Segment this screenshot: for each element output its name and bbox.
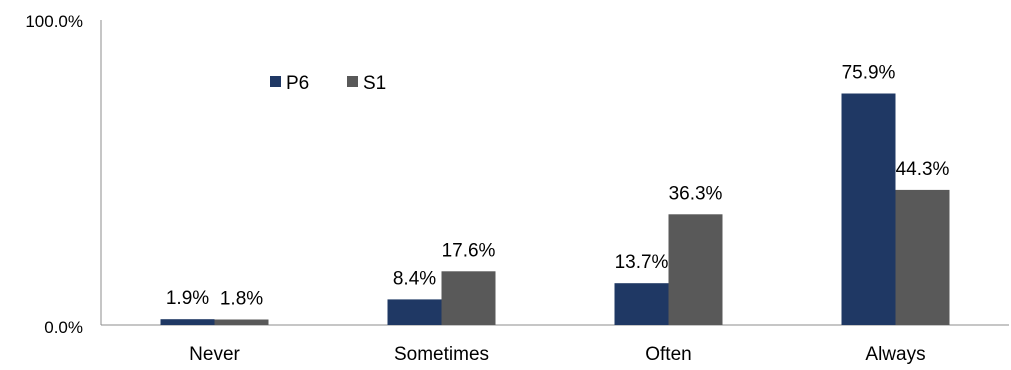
bar-s1-often xyxy=(668,214,723,325)
category-label-never: Never xyxy=(189,344,240,365)
data-label-p6-often: 13.7% xyxy=(615,252,669,273)
data-label-s1-never: 1.8% xyxy=(220,289,263,310)
legend-swatch-s1 xyxy=(347,76,358,87)
bar-s1-always xyxy=(895,189,950,325)
data-label-s1-sometimes: 17.6% xyxy=(442,240,496,261)
legend: P6 S1 xyxy=(270,73,386,94)
data-label-p6-never: 1.9% xyxy=(166,288,209,309)
category-label-sometimes: Sometimes xyxy=(394,344,489,365)
legend-label-s1: S1 xyxy=(363,73,386,94)
category-label-often: Often xyxy=(645,344,691,365)
bar-p6-sometimes xyxy=(387,299,442,325)
data-label-p6-sometimes: 8.4% xyxy=(393,268,436,289)
bar-p6-never xyxy=(160,319,215,325)
bar-series-group xyxy=(160,93,950,325)
bar-p6-always xyxy=(841,93,896,325)
data-label-p6-always: 75.9% xyxy=(842,63,896,84)
category-label-always: Always xyxy=(865,344,925,365)
bar-p6-often xyxy=(614,283,669,325)
bar-s1-sometimes xyxy=(441,271,496,325)
bar-s1-never xyxy=(214,319,269,325)
legend-swatch-p6 xyxy=(270,76,281,87)
y-tick-label-max: 100.0% xyxy=(25,12,83,31)
data-label-s1-always: 44.3% xyxy=(896,159,950,180)
data-label-s1-often: 36.3% xyxy=(669,183,723,204)
category-label-group: Never Sometimes Often Always xyxy=(189,344,925,365)
data-label-group: 1.9% 1.8% 8.4% 17.6% 13.7% 36.3% 75.9% 44.3% xyxy=(166,63,950,310)
legend-label-p6: P6 xyxy=(286,73,309,94)
y-tick-label-min: 0.0% xyxy=(44,318,83,337)
